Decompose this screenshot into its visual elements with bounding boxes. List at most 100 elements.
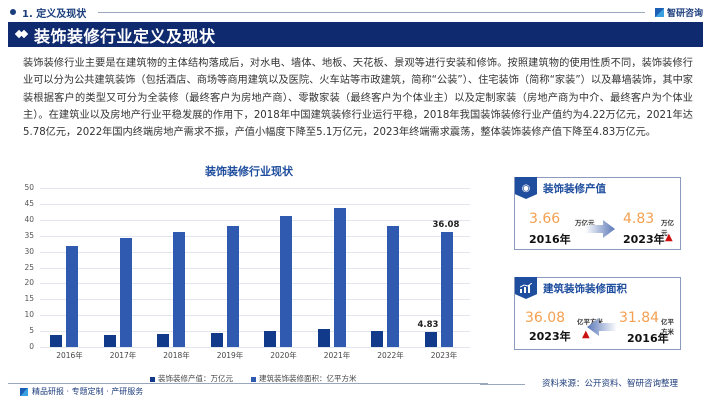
gridline: [40, 267, 470, 269]
bar-group: 2017年: [102, 188, 155, 360]
bullet-dot-icon: [10, 9, 16, 15]
end-year: 2023年: [529, 330, 571, 343]
brand-mark-icon: [20, 387, 28, 396]
y-tick-label: 35: [24, 230, 34, 240]
start-value: 3.66: [529, 211, 561, 227]
footer-slogan: 精品研报 · 专题定制 · 产研服务: [20, 386, 143, 397]
page-title: 装饰装修行业定义及现状: [34, 26, 216, 46]
arrow-left-icon: [587, 318, 617, 336]
bar-chart-icon: [515, 277, 537, 299]
bar-output-value: [264, 331, 276, 347]
card-header: 建筑装饰装修面积: [515, 277, 627, 299]
bar-group: 2018年: [155, 188, 208, 360]
title-banner: 装饰装修行业定义及现状: [8, 22, 703, 47]
chart-title: 装饰装修行业现状: [205, 165, 293, 178]
x-tick-label: 2019年: [216, 351, 244, 360]
gridline: [40, 188, 470, 189]
y-tick-label: 15: [24, 294, 34, 304]
bar-output-value: [424, 331, 437, 347]
x-tick-label: 2021年: [323, 351, 351, 360]
legend-item-value: 装饰装修产值：万亿元: [150, 373, 233, 384]
card-output-value: ◉ 装饰装修产值 3.66 万亿元 2016年 4.83 万亿元 2023年 ▲: [514, 177, 681, 250]
bar-output-value: [157, 333, 169, 347]
bar-floor-area: [119, 238, 132, 347]
gridline: [40, 347, 470, 348]
card-title: 装饰装修产值: [543, 182, 606, 195]
up-arrow-icon: ▲: [582, 329, 590, 340]
x-tick-label: 2018年: [163, 351, 190, 360]
description-paragraph: 装饰装修行业主要是在建筑物的主体结构落成后，对水电、墙体、地板、天花板、景观等进…: [23, 58, 693, 139]
start-unit: 亿平方米: [661, 318, 674, 336]
footer-divider: [8, 383, 488, 384]
x-tick-label: 2016年: [56, 351, 83, 360]
gridline: [40, 251, 470, 253]
bar-group: 2022年: [369, 188, 422, 360]
x-tick-label: 2023年: [430, 351, 458, 360]
start-unit: 万亿元: [575, 219, 595, 227]
y-tick-label: 40: [24, 214, 34, 224]
y-tick-label: 25: [24, 262, 34, 272]
legend-swatch-icon: [251, 376, 256, 382]
bar-output-value: [371, 330, 383, 347]
bar-chart: 装饰装修行业现状 0 5 10 15 20 25 30 35 40 45 50 2016年 2017年 2…: [0, 160, 490, 383]
start-value: 31.84: [619, 310, 660, 326]
bar-output-value: [317, 328, 330, 347]
brand-logo: 智研咨询: [654, 6, 703, 19]
bar-floor-area: [173, 232, 185, 347]
end-value: 4.83: [623, 211, 655, 227]
brand-mark-icon: [654, 7, 664, 17]
data-label: 36.08: [432, 220, 460, 231]
card-floor-area: 建筑装饰装修面积 36.08 亿平方米 2023年 ▲ 31.84 亿平方米 2…: [514, 277, 681, 350]
gridline: [40, 283, 470, 285]
chart-plot-area: 0 5 10 15 20 25 30 35 40 45 50 2016年 2017年 2018年 2019年…: [24, 183, 470, 360]
gridline: [40, 235, 470, 237]
y-tick-label: 50: [24, 183, 34, 192]
card-title: 建筑装饰装修面积: [543, 282, 627, 295]
bar-group: 2021年: [316, 188, 369, 360]
bar-group: 2016年: [48, 188, 101, 360]
source-note: 资料来源：公开资料、智研咨询整理: [542, 379, 679, 389]
end-value: 36.08: [525, 310, 566, 326]
y-tick-label: 30: [24, 246, 34, 256]
bar-output-value: [210, 332, 223, 347]
double-diamond-icon: [16, 31, 26, 39]
end-year: 2023年: [623, 233, 665, 246]
bar-floor-area: [226, 225, 239, 347]
arrow-right-icon: [585, 220, 615, 238]
bar-group: 2023年 4.83 36.08: [418, 188, 476, 360]
start-year: 2016年: [529, 233, 571, 246]
x-tick-label: 2020年: [270, 351, 297, 360]
bar-floor-area: [333, 207, 346, 347]
bar-output-value: [50, 335, 62, 347]
bar-floor-area: [66, 245, 78, 347]
x-tick-label: 2022年: [377, 351, 404, 360]
gridline: [40, 299, 470, 301]
start-year: 2016年: [627, 332, 669, 345]
bar-floor-area: [440, 232, 453, 347]
gridline: [40, 203, 470, 205]
card-header: ◉ 装饰装修产值: [515, 177, 606, 199]
data-label: 4.83: [417, 319, 439, 330]
gridline: [40, 331, 470, 333]
gridline: [40, 219, 470, 221]
coin-icon: ◉: [515, 177, 537, 199]
bar-group: 2019年: [209, 188, 262, 360]
gridline: [40, 315, 470, 317]
chart-legend: 装饰装修产值：万亿元 建筑装饰装修面积：亿平方米: [150, 373, 357, 384]
section-label: 1. 定义及现状: [22, 8, 87, 20]
bar-group: 2020年: [262, 188, 315, 360]
x-tick-label: 2017年: [109, 351, 137, 360]
y-tick-label: 20: [24, 278, 34, 288]
legend-swatch-icon: [150, 376, 155, 382]
header-divider: [98, 11, 645, 13]
y-tick-label: 10: [24, 310, 34, 320]
bar-floor-area: [280, 215, 292, 347]
end-unit: 亿平方米: [577, 318, 603, 326]
legend-item-area: 建筑装饰装修面积：亿平方米: [251, 373, 357, 384]
bar-floor-area: [387, 226, 399, 347]
y-tick-label: 45: [24, 198, 34, 208]
section-header: 1. 定义及现状 智研咨询: [8, 4, 703, 20]
up-arrow-icon: ▲: [665, 232, 673, 243]
y-tick-label: 5: [29, 326, 34, 336]
source-divider: [480, 384, 525, 385]
